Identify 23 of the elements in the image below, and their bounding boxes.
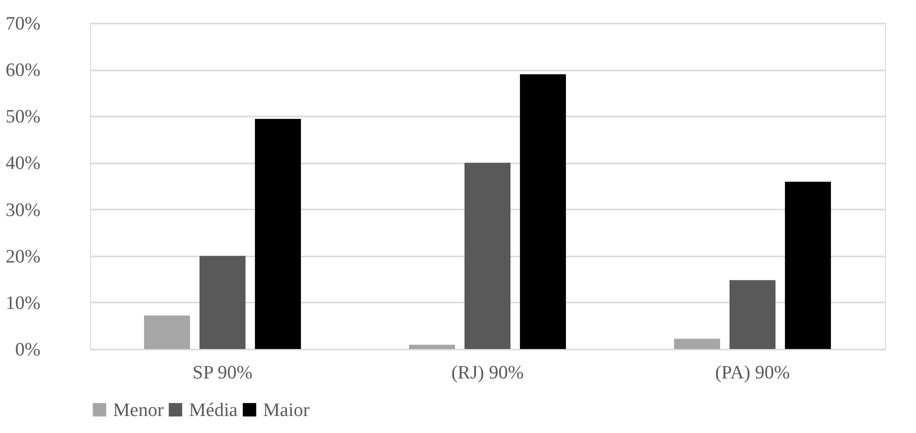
y-tick-label: 20% (6, 246, 41, 268)
x-tick-label: SP 90% (192, 362, 253, 384)
x-tick-label: (PA) 90% (715, 362, 790, 384)
bar (520, 74, 566, 349)
y-tick-label: 10% (6, 292, 41, 314)
bar (784, 182, 831, 349)
y-tick-label: 70% (6, 14, 41, 34)
bar (144, 315, 190, 349)
y-tick-label: 40% (6, 153, 41, 174)
y-tick-label: 30% (6, 200, 41, 221)
legend-label: Maior (263, 400, 310, 421)
bar (674, 338, 720, 349)
legend-label: Menor (113, 400, 164, 421)
x-tick-label: (RJ) 90% (451, 362, 524, 384)
bar (730, 280, 776, 349)
bar (464, 162, 510, 349)
y-tick-label: 0% (15, 340, 41, 360)
bar (200, 256, 246, 349)
bar (254, 118, 301, 349)
y-tick-label: 60% (6, 60, 41, 82)
y-tick-label: 50% (6, 106, 41, 128)
legend-label: Média (189, 400, 238, 421)
bar (409, 344, 456, 349)
